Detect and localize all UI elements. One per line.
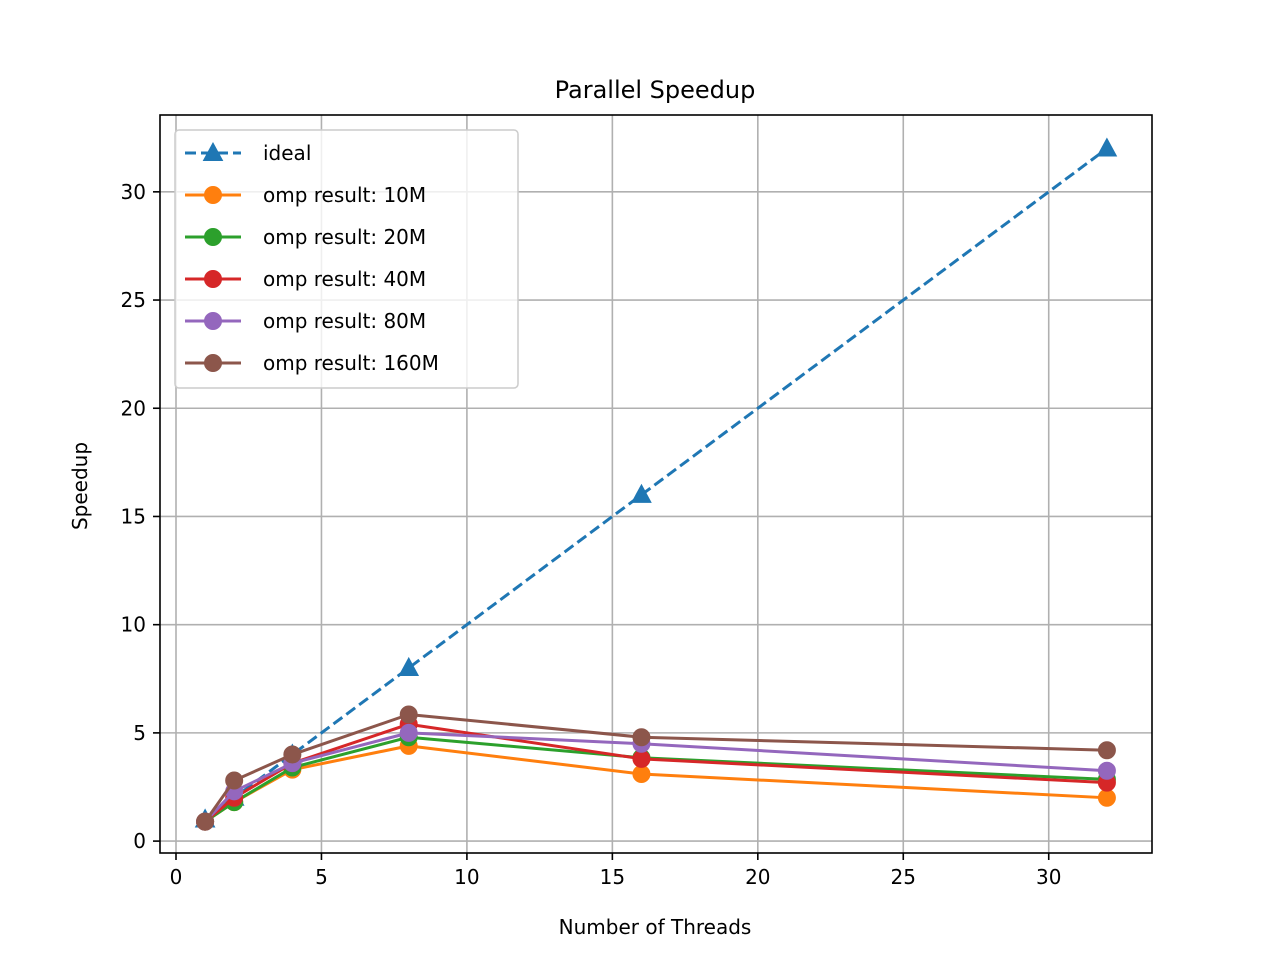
legend-label: omp result: 80M: [263, 309, 426, 333]
grid-lines: [160, 115, 1152, 853]
legend-label: omp result: 160M: [263, 351, 439, 375]
y-tick-label: 15: [121, 504, 146, 528]
y-axis-title: Speedup: [68, 442, 92, 530]
y-tick-label: 25: [121, 288, 146, 312]
data-point: [1097, 788, 1116, 807]
plot-frame: [159, 114, 1153, 854]
x-tick-label: 20: [745, 865, 770, 889]
data-point: [632, 749, 651, 768]
legend-marker: [204, 270, 222, 288]
data-point: [225, 771, 244, 790]
data-point: [399, 723, 418, 742]
x-tick-label: 30: [1036, 865, 1061, 889]
data-point: [1097, 741, 1116, 760]
legend-marker: [204, 186, 222, 204]
y-tick-label: 20: [121, 396, 146, 420]
legend: ideal omp result: 10M omp result: 20M omp r…: [174, 129, 519, 389]
x-axis-title: Number of Threads: [559, 915, 752, 939]
legend-label: omp result: 20M: [263, 225, 426, 249]
data-point: [1097, 761, 1116, 780]
series-line: [203, 712, 1107, 823]
legend-marker: [202, 141, 224, 161]
y-tick-label: 30: [121, 180, 146, 204]
data-point: [632, 765, 651, 784]
legend-marker: [204, 228, 222, 246]
x-tick-label: 10: [454, 865, 479, 889]
data-point: [196, 812, 215, 831]
y-tick-label: 10: [121, 613, 146, 637]
legend-marker: [204, 354, 222, 372]
x-tick-label: 0: [170, 865, 183, 889]
x-tick-label: 15: [600, 865, 625, 889]
y-tick-label: 0: [133, 829, 146, 853]
legend-label: omp result: 10M: [263, 183, 426, 207]
legend-box: [174, 129, 519, 389]
legend-label: omp result: 40M: [263, 267, 426, 291]
data-point: [283, 745, 302, 764]
legend-label: ideal: [263, 141, 311, 165]
data-point: [399, 705, 418, 724]
series-omp-result-160m: [196, 705, 1116, 831]
series-line: [204, 147, 1108, 821]
data-point: [398, 656, 420, 676]
data-point: [632, 728, 651, 747]
legend-marker: [204, 312, 222, 330]
series-lines: [194, 137, 1118, 831]
data-point: [1096, 137, 1118, 157]
x-tick-label: 5: [315, 865, 328, 889]
axis-ticks: 0 5 10 15 20 25 30 0 5 10 15 20 25 30: [121, 180, 1062, 889]
data-point: [631, 483, 652, 503]
y-tick-label: 5: [133, 721, 146, 745]
x-tick-label: 25: [891, 865, 916, 889]
chart-title: Parallel Speedup: [555, 76, 756, 104]
